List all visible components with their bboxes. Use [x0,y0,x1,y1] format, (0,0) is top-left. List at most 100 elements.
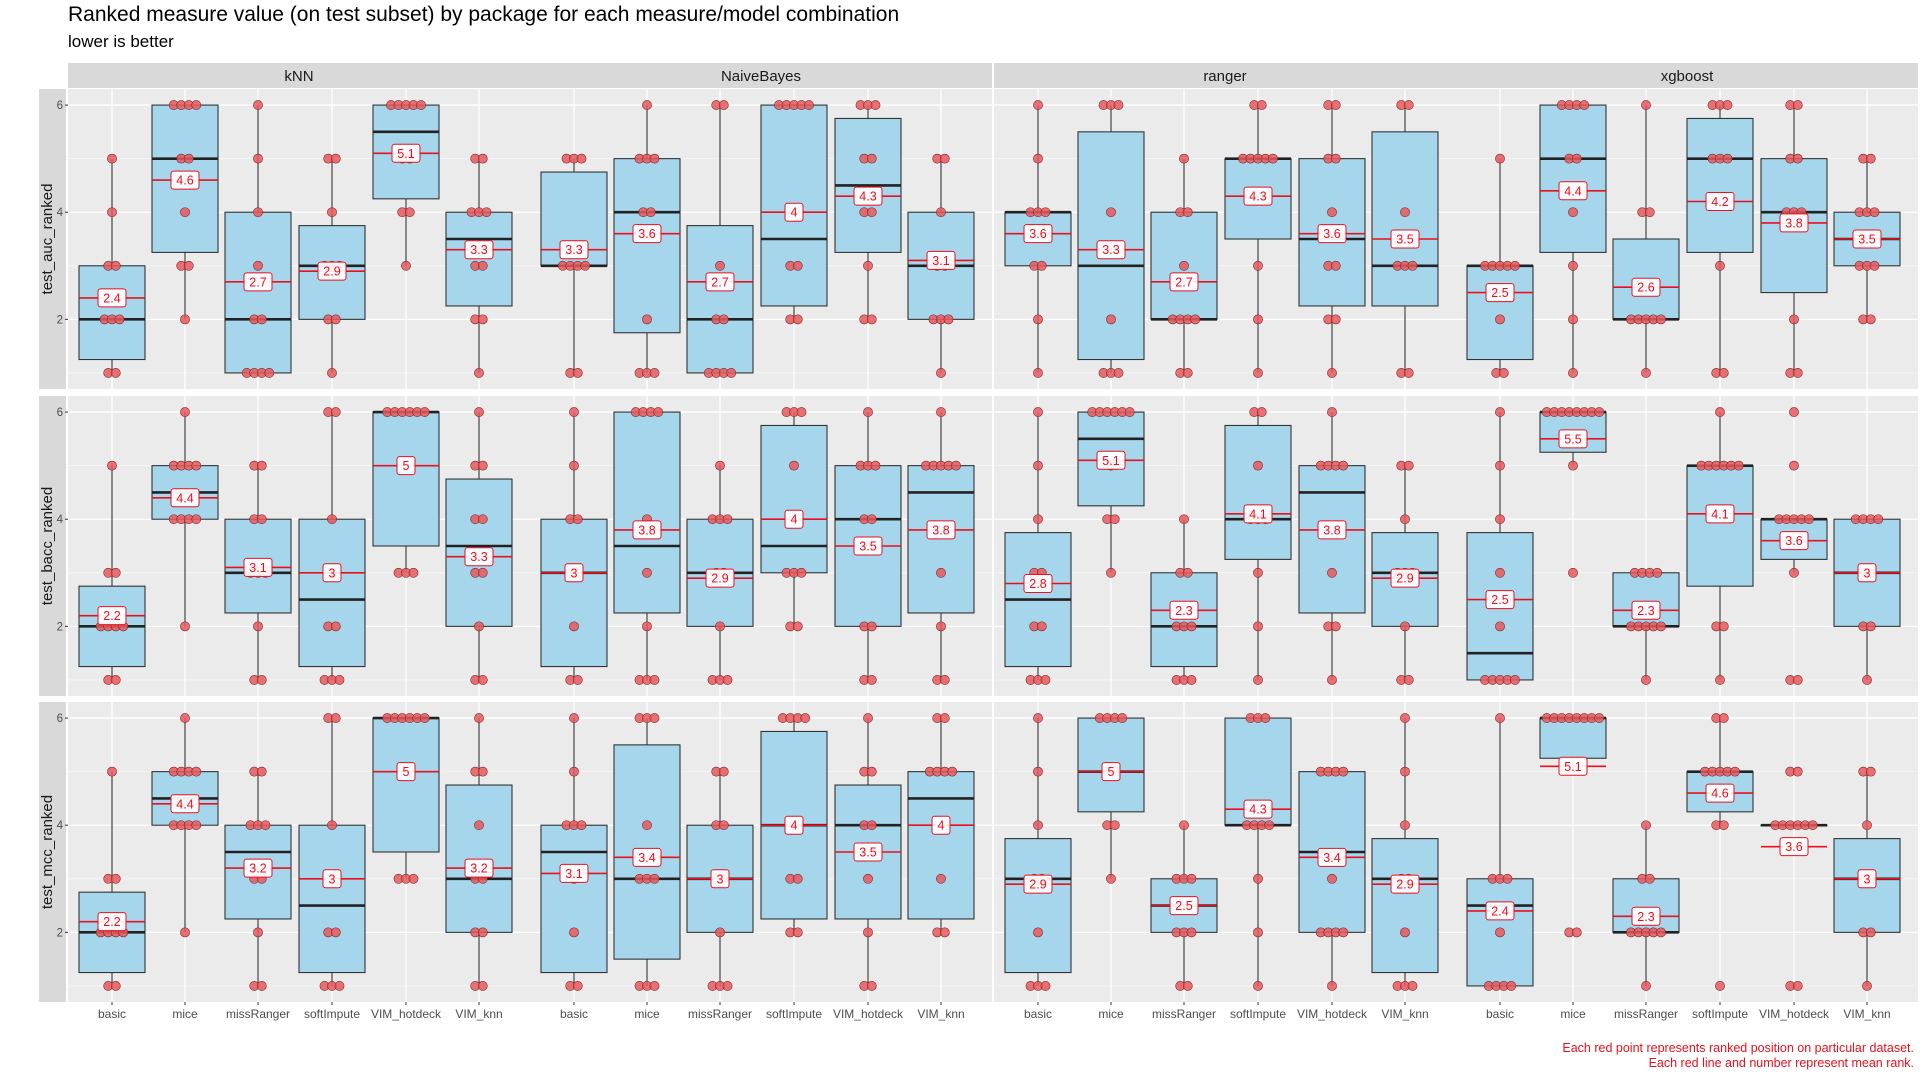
data-point [1256,407,1267,417]
box-VIM_knn: 3.3 [445,407,513,685]
mean-label: 3.5 [1858,233,1875,247]
data-point [642,567,652,578]
box-VIM_knn: 4 [907,713,975,938]
box-body [540,518,608,668]
mean-label-box [317,261,347,281]
data-point [1571,153,1582,164]
data-point [1253,927,1263,938]
data-point [477,927,488,938]
mean-label: 4.3 [1249,190,1266,204]
mean-label: 2.5 [1491,286,1508,300]
data-point [943,314,954,325]
data-point [1792,675,1803,685]
box-basic: 3.1 [540,713,608,991]
data-point [1400,927,1410,938]
data-point [110,675,121,685]
mean-label-box [243,272,273,292]
y-tick-label: 6 [57,713,63,725]
mean-label-box [1390,568,1420,588]
data-point [1327,873,1337,884]
data-point [1568,460,1578,471]
mean-label: 3.5 [859,846,876,860]
data-point [1594,407,1605,417]
data-point [253,100,263,110]
data-point [718,820,729,831]
box-body [1224,424,1292,560]
box-VIM_knn: 3 [1833,766,1901,991]
mean-label: 4.4 [176,797,193,811]
mean-label: 3.5 [859,540,876,554]
box-softImpute: 4 [760,100,828,325]
data-point [327,368,337,378]
mean-label-box [705,272,735,292]
data-point [1873,514,1884,525]
data-point [1495,621,1505,632]
data-point [1179,514,1189,525]
box-basic: 3.3 [540,153,608,378]
mean-label: 4 [791,819,798,833]
data-point [191,766,202,777]
panel-test_mcc_ranked-ranger: 2.9 5 2.5 4.3 3.4 2.9 basic mice missRanger softI… [994,702,1456,1021]
data-point [1327,567,1337,578]
mean-label: 3.6 [638,227,655,241]
mean-label-box [170,170,200,190]
data-point [718,314,729,325]
data-point [180,314,190,325]
data-point [642,100,652,110]
panel-test_bacc_ranked-xgboost: 2.5 5.5 2.3 4.1 3.6 3 [1456,396,1918,696]
y-tick-label: 2 [57,621,63,633]
mean-label-box [243,858,273,878]
data-point [1792,766,1803,777]
data-point [1407,260,1418,271]
data-point [1641,100,1651,110]
data-point [1862,820,1872,831]
box-body [298,518,366,668]
mean-label-box [1705,504,1735,524]
x-tick-label: missRanger [688,1007,752,1021]
data-point [1407,981,1418,991]
x-tick-label: basic [1024,1007,1052,1021]
data-point [866,621,877,632]
box-missRanger: 2.7 [1150,153,1218,378]
x-tick-label: basic [1486,1007,1514,1021]
mean-label: 2.2 [103,609,120,623]
box-body [372,717,440,853]
data-point [1033,407,1043,417]
box-VIM_hotdeck: 3.6 [1760,766,1828,991]
box-mice: 4.4 [151,407,219,632]
box-VIM_knn: 3 [1833,514,1901,685]
data-point [866,153,877,164]
data-point [477,460,488,471]
mean-label: 3.3 [470,550,487,564]
data-point [1403,368,1414,378]
data-point [1253,460,1263,471]
mean-label-box [632,847,662,867]
mean-label: 2.7 [1175,275,1192,289]
facet-label-ranger: ranger [1203,68,1246,85]
x-tick-label: VIM_hotdeck [1759,1007,1830,1021]
data-point [1498,368,1509,378]
x-tick-label: missRanger [226,1007,290,1021]
data-point [180,621,190,632]
data-point [866,766,877,777]
x-tick-label: softImpute [304,1007,360,1021]
mean-label: 3 [1864,566,1871,580]
facet-label-xgboost: xgboost [1661,68,1714,85]
data-point [1656,621,1666,632]
data-point [404,207,415,218]
box-softImpute: 4.6 [1686,713,1754,991]
mean-label: 5.1 [1102,454,1119,468]
box-basic: 2.5 [1466,407,1534,685]
data-point [1109,514,1120,525]
data-point [1594,713,1605,723]
data-point [1568,314,1578,325]
mean-label-box [559,863,589,883]
data-point [1722,153,1733,164]
data-point [726,368,737,378]
caption-line-2: Each red line and number represent mean … [1648,1056,1914,1070]
mean-label-box [1558,429,1588,449]
mean-label: 4 [938,819,945,833]
data-point [1510,675,1520,685]
mean-label-box [1485,901,1515,921]
